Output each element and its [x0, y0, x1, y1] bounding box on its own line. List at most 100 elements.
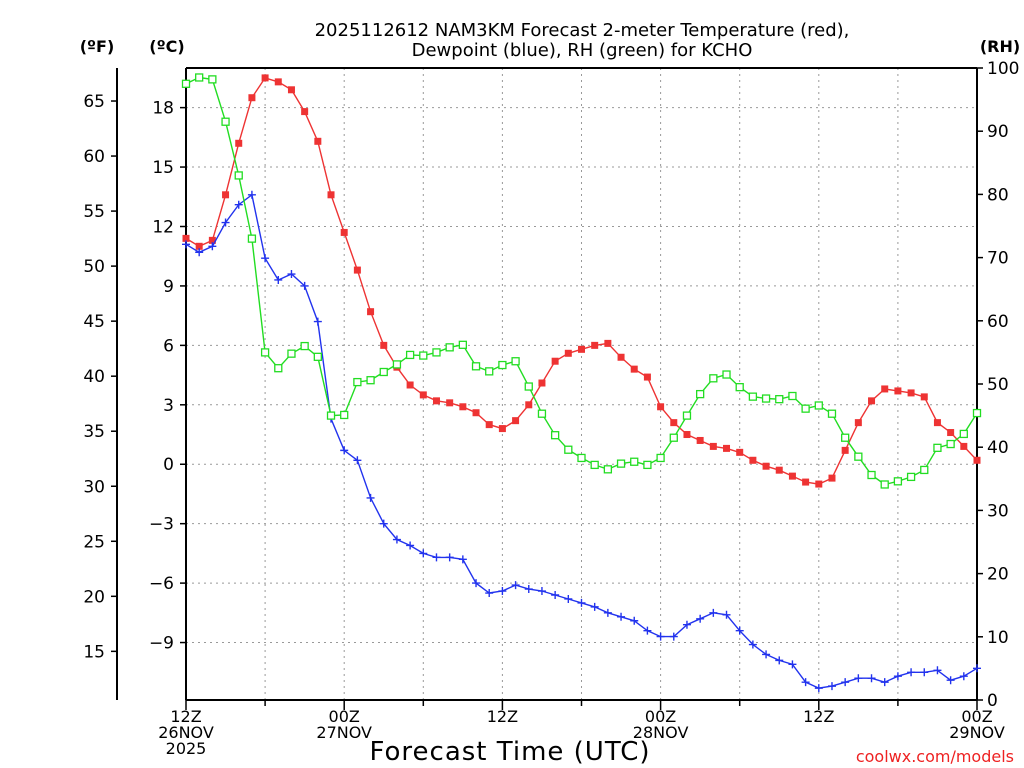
- rh-point: [867, 470, 876, 480]
- temperature-point: [287, 86, 295, 94]
- rh-point: [814, 401, 823, 410]
- rh-tick-label: 50: [987, 375, 1009, 395]
- temperature-point: [933, 419, 941, 427]
- rh-point: [906, 472, 916, 482]
- rh-point: [550, 431, 560, 440]
- dewpoint-point: [735, 626, 744, 635]
- temperature-point: [617, 353, 625, 361]
- temperature-point: [551, 357, 559, 365]
- celsius-tick-label: −6: [149, 574, 174, 594]
- temperature-point: [327, 191, 335, 199]
- rh-point: [485, 367, 494, 376]
- rh-tick-label: 30: [987, 501, 1009, 521]
- dewpoint-point: [472, 579, 481, 588]
- temperature-point: [512, 417, 520, 425]
- rh-point: [603, 465, 613, 474]
- temperature-point: [564, 349, 572, 357]
- temperature-point: [736, 448, 744, 456]
- dewpoint-point: [577, 598, 586, 607]
- temperature-point: [195, 242, 203, 250]
- temperature-point: [841, 446, 849, 454]
- x-tick-label: 12Z: [170, 707, 201, 726]
- temperature-point: [657, 403, 665, 411]
- celsius-tick-label: 0: [163, 455, 174, 475]
- dewpoint-point: [234, 200, 243, 209]
- temperature-point: [643, 373, 651, 381]
- rh-point: [366, 376, 375, 385]
- temperature-point: [578, 345, 585, 353]
- rh-point: [761, 394, 771, 403]
- x-tick-label: 00Z: [961, 707, 992, 726]
- rh-point: [313, 352, 322, 361]
- fahrenheit-tick-label: 45: [83, 312, 105, 332]
- dewpoint-point: [696, 614, 705, 623]
- rh-point: [208, 75, 217, 84]
- temperature-point: [459, 403, 467, 411]
- rh-tick-label: 0: [987, 691, 998, 711]
- rh-point: [379, 367, 388, 377]
- rh-point: [498, 360, 507, 370]
- temperature-point: [947, 429, 955, 437]
- dewpoint-point: [788, 660, 797, 669]
- x-tick-label: 2025: [166, 739, 207, 758]
- temperature-point: [696, 436, 704, 444]
- dewpoint-point: [564, 594, 573, 603]
- dewpoint-point: [880, 678, 889, 687]
- dewpoint-point: [907, 668, 916, 677]
- rh-point: [682, 411, 692, 420]
- temperature-point: [472, 409, 480, 417]
- dewpoint-point: [854, 674, 863, 683]
- dewpoint-point: [182, 240, 190, 249]
- rh-point: [564, 445, 573, 454]
- dewpoint-point: [748, 640, 757, 649]
- rh-point: [247, 234, 257, 243]
- dewpoint-point: [392, 535, 401, 544]
- rh-point: [181, 79, 191, 88]
- temperature-point: [301, 108, 309, 116]
- rh-point: [669, 433, 678, 442]
- dewpoint-point: [221, 218, 230, 227]
- x-tick-label: 27NOV: [316, 723, 372, 742]
- temperature-point: [274, 78, 282, 86]
- dewpoint-point: [656, 632, 665, 641]
- fahrenheit-tick-label: 40: [83, 367, 105, 387]
- dewpoint-point: [643, 626, 652, 635]
- dewpoint-point: [841, 678, 850, 687]
- rh-tick-label: 80: [987, 185, 1009, 205]
- dewpoint-point: [709, 608, 718, 617]
- temperature-point: [419, 391, 427, 399]
- rh-point: [326, 411, 336, 420]
- temperature-point: [881, 385, 889, 393]
- rh-point: [392, 360, 402, 369]
- rh-point: [274, 364, 283, 373]
- rh-point: [841, 433, 850, 442]
- dewpoint-point: [485, 589, 494, 598]
- temperature-point: [380, 341, 388, 349]
- rh-point: [195, 73, 204, 82]
- fahrenheit-tick-label: 60: [83, 147, 105, 167]
- temperature-point: [261, 74, 269, 82]
- celsius-unit-label: (ºC): [149, 37, 184, 56]
- dewpoint-point: [551, 590, 560, 599]
- dewpoint-point: [682, 620, 691, 629]
- rh-point: [959, 429, 968, 439]
- dewpoint-point: [920, 668, 929, 677]
- rh-point: [524, 382, 533, 391]
- rh-point: [893, 477, 903, 486]
- celsius-tick-label: −9: [149, 634, 174, 654]
- tick-labels: 1815129630−3−6−9656055504540353025201510…: [83, 59, 1019, 758]
- dewpoint-point: [630, 616, 639, 625]
- rh-point: [616, 459, 626, 468]
- dewpoint-point: [432, 553, 441, 562]
- rh-point: [458, 340, 468, 349]
- dewpoint-point: [458, 555, 467, 564]
- rh-point: [748, 392, 758, 401]
- rh-point: [643, 460, 652, 470]
- rh-point: [511, 357, 520, 366]
- fahrenheit-tick-label: 55: [83, 202, 105, 222]
- temperature-point: [920, 393, 928, 401]
- dewpoint-point: [814, 684, 823, 693]
- temperature-point: [762, 462, 770, 470]
- temperature-point: [683, 431, 691, 439]
- dewpoint-point: [300, 281, 309, 290]
